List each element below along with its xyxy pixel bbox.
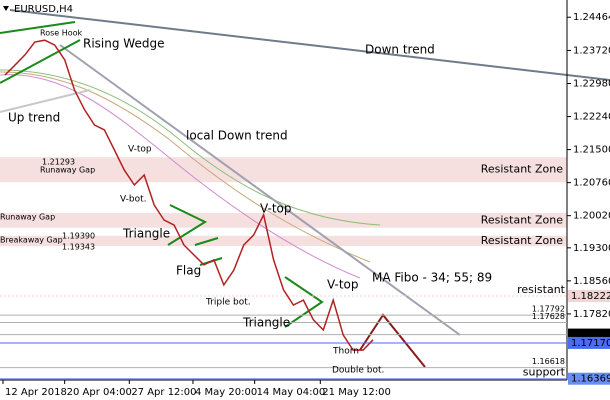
level-label: 1.16369 (571, 374, 610, 385)
annotation: 1.19343 (62, 243, 95, 252)
x-tick-label: 12 Apr 2018 (5, 387, 67, 398)
resistant-zone (0, 157, 567, 183)
y-tick-label: 1.20020 (573, 211, 610, 222)
zone-label: Resistant Zone (481, 163, 564, 176)
chart-title: EURUSD,H4 (14, 4, 73, 15)
x-tick-label: 27 Apr 12:00 (131, 387, 196, 398)
annotation: V-top (260, 202, 292, 216)
level-box (568, 372, 610, 385)
annotation: Triangle (242, 316, 290, 330)
wedge-line (0, 39, 81, 84)
annotation: Flag (176, 264, 201, 278)
flag-line (194, 237, 219, 246)
y-tick-label: 1.23720 (573, 45, 610, 56)
level-label: 1.17357 (571, 330, 610, 341)
wedge-line (0, 21, 76, 34)
ma-55 (0, 71, 371, 263)
level-label: 1.18222 (571, 291, 610, 302)
y-tick-label: 1.19300 (573, 243, 610, 254)
x-tick-label: 14 May 04:00 (257, 387, 326, 398)
dropdown-icon (3, 6, 9, 11)
y-tick-label: 1.22980 (573, 79, 610, 90)
annotation: Runaway Gap (40, 166, 95, 175)
annotation: MA Fibo - 34; 55; 89 (372, 271, 492, 285)
annotation: Runaway Gap (0, 213, 55, 222)
ma-34 (0, 74, 361, 279)
y-tick-label: 1.18560 (573, 276, 610, 287)
annotation: Double bot. (332, 366, 384, 376)
annotation: Triangle (122, 227, 170, 241)
annotation: Thorn (332, 347, 359, 357)
annotation: Rising Wedge (83, 37, 164, 51)
y-tick-label: 1.20760 (573, 178, 610, 189)
level-label: 1.17170 (571, 338, 610, 349)
annotation: Triple bot. (205, 298, 251, 308)
triangle-pattern (284, 276, 324, 328)
down-trend-line (9, 9, 610, 81)
level-label: 1.16618 (532, 357, 565, 366)
level-label: 1.17792 (532, 305, 565, 314)
level-name: resistant (517, 283, 566, 296)
y-tick-label: 1.21500 (573, 145, 610, 156)
zone-label: Resistant Zone (481, 234, 564, 247)
local-down-trend-line (59, 44, 461, 336)
level-box (568, 289, 610, 302)
x-tick-label: 20 Apr 04:00 (67, 387, 132, 398)
x-tick-label: 4 May 20:00 (195, 387, 257, 398)
annotation: Down trend (365, 43, 435, 57)
annotation: 1.19390 (62, 232, 95, 241)
x-tick-label: 21 May 12:00 (322, 387, 391, 398)
annotation: Rose Hook (40, 29, 83, 38)
y-tick-label: 1.22240 (573, 112, 610, 123)
resistant-zone (0, 235, 567, 247)
annotation: Up trend (8, 111, 60, 125)
annotation: local Down trend (186, 129, 288, 143)
y-tick-label: 1.24464 (573, 12, 610, 23)
annotation: Breakaway Gap (0, 236, 63, 245)
up-trend-line (0, 89, 91, 113)
ma-89 (0, 69, 381, 226)
annotation: V-top (327, 278, 359, 292)
annotation: V-bot. (120, 195, 147, 205)
level-box (568, 336, 610, 349)
price-line (4, 39, 374, 351)
zone-label: Resistant Zone (481, 213, 564, 226)
y-tick-label: 1.17820 (573, 309, 610, 320)
level-label: 1.17628 (532, 312, 565, 321)
level-name: support (523, 366, 566, 379)
annotation: 1.21293 (42, 158, 75, 167)
annotation: V-top (128, 145, 152, 155)
